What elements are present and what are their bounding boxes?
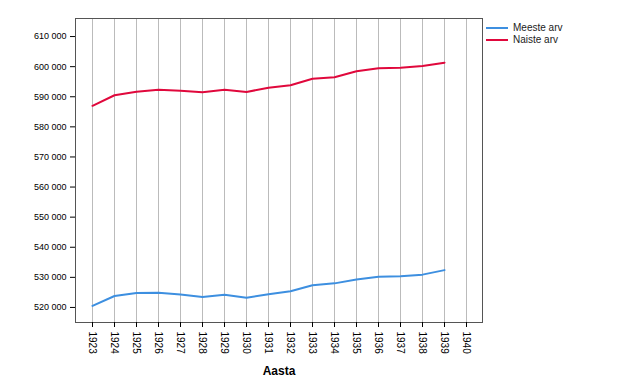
svg-text:1923: 1923 bbox=[87, 332, 98, 355]
svg-text:1935: 1935 bbox=[351, 332, 362, 355]
svg-text:530 000: 530 000 bbox=[34, 272, 67, 282]
svg-text:1928: 1928 bbox=[197, 332, 208, 355]
svg-text:600 000: 600 000 bbox=[34, 62, 67, 72]
html-text:Naiste arv: Naiste arv bbox=[513, 34, 558, 45]
svg-text:1932: 1932 bbox=[285, 332, 296, 355]
svg-text:1925: 1925 bbox=[131, 332, 142, 355]
svg-text:1926: 1926 bbox=[153, 332, 164, 355]
svg-text:1939: 1939 bbox=[439, 332, 450, 355]
svg-text:1927: 1927 bbox=[175, 332, 186, 355]
svg-text:590 000: 590 000 bbox=[34, 92, 67, 102]
svg-text:1940: 1940 bbox=[461, 332, 472, 355]
svg-text:520 000: 520 000 bbox=[34, 302, 67, 312]
svg-text:1930: 1930 bbox=[241, 332, 252, 355]
svg-text:560 000: 560 000 bbox=[34, 182, 67, 192]
svg-text:1929: 1929 bbox=[219, 332, 230, 355]
html-text:Meeste arv: Meeste arv bbox=[513, 22, 563, 33]
svg-text:550 000: 550 000 bbox=[34, 212, 67, 222]
svg-text:570 000: 570 000 bbox=[34, 152, 67, 162]
svg-text:1931: 1931 bbox=[263, 332, 274, 355]
svg-text:1934: 1934 bbox=[329, 332, 340, 355]
svg-text:540 000: 540 000 bbox=[34, 242, 67, 252]
svg-text:1924: 1924 bbox=[109, 332, 120, 355]
svg-text:Aasta: Aasta bbox=[263, 364, 296, 378]
svg-text:1937: 1937 bbox=[395, 332, 406, 355]
svg-text:1938: 1938 bbox=[417, 332, 428, 355]
svg-text:1936: 1936 bbox=[373, 332, 384, 355]
svg-text:580 000: 580 000 bbox=[34, 122, 67, 132]
svg-text:1933: 1933 bbox=[307, 332, 318, 355]
svg-text:610 000: 610 000 bbox=[34, 31, 67, 41]
